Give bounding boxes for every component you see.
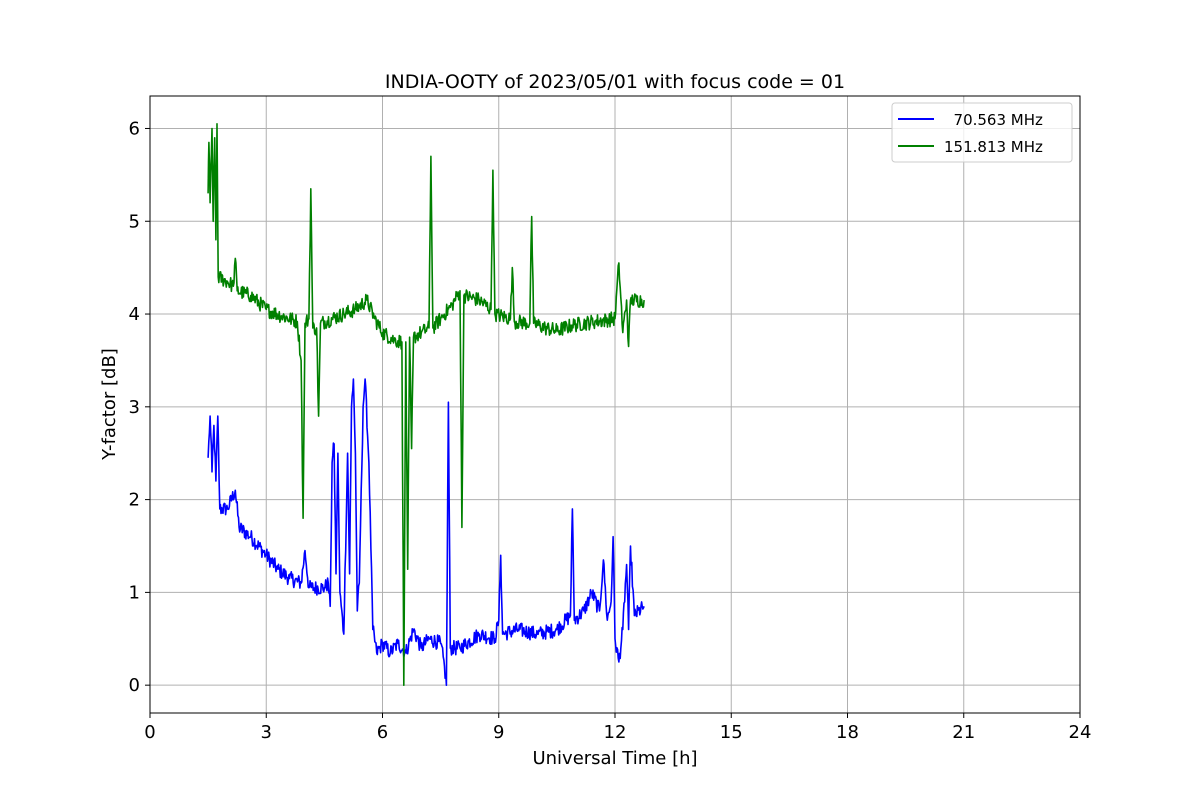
y-tick-label: 1 — [129, 582, 140, 603]
legend-label-70mhz: 70.563 MHz — [944, 111, 1043, 129]
x-tick-label: 21 — [952, 722, 975, 743]
x-tick-label: 24 — [1069, 722, 1092, 743]
legend-label-151mhz: 151.813 MHz — [944, 138, 1043, 156]
x-tick-label: 0 — [144, 722, 155, 743]
y-tick-label: 2 — [129, 490, 140, 511]
chart-title: INDIA-OOTY of 2023/05/01 with focus code… — [385, 71, 845, 93]
x-tick-label: 15 — [720, 722, 743, 743]
x-tick-label: 3 — [261, 722, 272, 743]
y-tick-label: 6 — [129, 118, 140, 139]
legend: 70.563 MHz 151.813 MHz — [891, 102, 1073, 163]
x-tick-label: 6 — [377, 722, 388, 743]
series-lines — [207, 123, 645, 686]
y-tick-label: 0 — [129, 675, 140, 696]
series-line-1 — [207, 123, 645, 686]
y-axis-label: Y-factor [dB] — [99, 348, 120, 461]
series-line-0 — [207, 378, 645, 686]
x-tick-label: 18 — [836, 722, 859, 743]
x-axis-label: Universal Time [h] — [532, 748, 697, 769]
x-tick-label: 12 — [604, 722, 627, 743]
y-tick-label: 4 — [129, 304, 140, 325]
y-tick-label: 5 — [129, 211, 140, 232]
y-tick-label: 3 — [129, 397, 140, 418]
x-tick-label: 9 — [493, 722, 504, 743]
legend-box — [891, 102, 1073, 163]
